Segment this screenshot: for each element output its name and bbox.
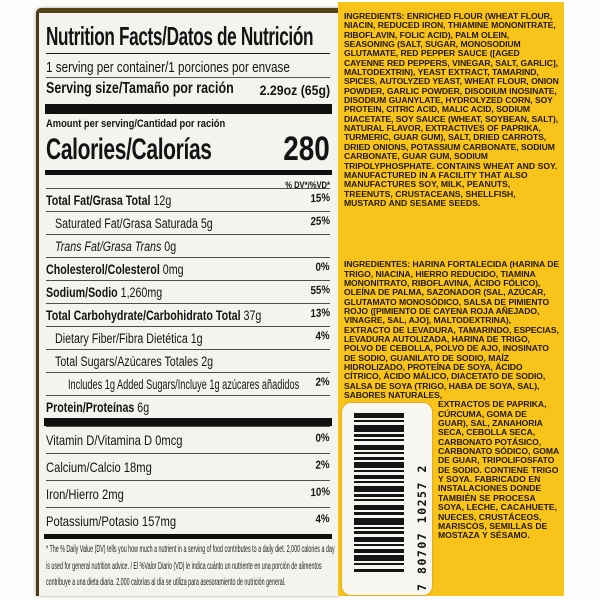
dv-value: 10% xyxy=(310,486,330,500)
ingredients-panel: INGREDIENTS: ENRICHED FLOUR (WHEAT FLOUR… xyxy=(338,2,564,596)
daily-value-footnote: * The % Daily Value (DV) tells you how m… xyxy=(46,544,335,588)
ingredients-english: INGREDIENTS: ENRICHED FLOUR (WHEAT FLOUR… xyxy=(344,11,559,208)
dv-value: 25% xyxy=(310,215,330,229)
vitamin-row-iron: Iron/Hierro 2mg 10% xyxy=(46,480,330,507)
allergen-statement-spanish: CONTIENE TRIGO Y SOYA. FABRICADO EN INST… xyxy=(438,464,559,541)
nutrient-row-total-carbohydrate: Total Carbohydrate/Carbohidrato Total 37… xyxy=(46,303,330,326)
barcode: 7 80707 10257 2 xyxy=(342,403,432,596)
nutrient-row-total-fat: Total Fat/Grasa Total 12g 15% xyxy=(46,188,330,211)
divider xyxy=(46,53,330,54)
calories-label: Calories/Calorías xyxy=(46,133,212,166)
nutrient-row-dietary-fiber: Dietary Fiber/Fibra Dietética 1g 4% xyxy=(46,326,330,349)
serving-size-row: Serving size/Tamaño por ración 2.29oz (6… xyxy=(46,80,330,104)
dv-value: 2% xyxy=(315,376,330,389)
nutrient-row-protein: Protein/Proteínas 6g xyxy=(46,395,330,418)
serving-size-label: Serving size/Tamaño por ración xyxy=(46,80,234,97)
calories-row: Calories/Calorías 280 xyxy=(46,130,330,169)
allergen-statement-english: CONTAINS WHEAT AND SOY. MANUFACTURED IN … xyxy=(344,160,558,208)
dv-value: 4% xyxy=(315,513,330,526)
barcode-digits: 7 80707 10257 2 xyxy=(414,464,429,592)
medium-divider-bar xyxy=(44,534,332,539)
thick-divider-bar xyxy=(45,104,332,114)
nutrition-facts-title: Nutrition Facts/Datos de Nutrición xyxy=(46,21,314,51)
nutrient-row-cholesterol: Cholesterol/Colesterol 0mg 0% xyxy=(46,257,330,280)
dv-value: 0% xyxy=(315,261,330,274)
amount-per-serving-label: Amount per serving/Cantidad por ración xyxy=(46,118,226,130)
barcode-bars xyxy=(354,413,404,585)
serving-size-value: 2.29oz (65g) xyxy=(259,82,330,98)
ingredients-spanish-continued: 7 80707 10257 2 EXTRACTOS DE PAPRIKA, CÚ… xyxy=(342,400,559,596)
nutrient-row-saturated-fat: Saturated Fat/Grasa Saturada 5g 25% xyxy=(46,211,330,234)
nutrient-row-added-sugars: Includes 1g Added Sugars/Incluye 1g azúc… xyxy=(46,372,330,395)
divider xyxy=(46,77,330,78)
thick-divider-bar xyxy=(44,418,332,426)
dv-value: 55% xyxy=(310,284,330,298)
medium-divider-bar xyxy=(45,170,332,175)
daily-value-header: % DV*/%VD* xyxy=(285,180,330,191)
dv-value: 13% xyxy=(310,307,330,321)
nutrition-facts-panel: Nutrition Facts/Datos de Nutrición 1 ser… xyxy=(36,8,338,596)
calories-value: 280 xyxy=(283,130,330,168)
dv-value: 15% xyxy=(310,192,330,206)
dv-value: 2% xyxy=(315,459,330,472)
servings-per-container: 1 serving per container/1 porciones por … xyxy=(46,59,290,76)
vitamin-row-vitamin-d: Vitamin D/Vitamina D 0mcg 0% xyxy=(46,426,330,453)
ingredients-spanish: INGREDIENTES: HARINA FORTALECIDA (HARINA… xyxy=(344,259,559,401)
vitamin-row-potassium: Potassium/Potasio 157mg 4% xyxy=(46,507,330,534)
dv-value: 4% xyxy=(315,330,330,343)
nutrient-row-trans-fat: Trans Fat/Grasa Trans 0g xyxy=(46,234,330,257)
vitamin-row-calcium: Calcium/Calcio 18mg 2% xyxy=(46,453,330,480)
dv-value: 0% xyxy=(315,432,330,445)
nutrient-row-total-sugars: Total Sugars/Azúcares Totales 2g xyxy=(46,349,330,372)
nutrient-row-sodium: Sodium/Sodio 1,260mg 55% xyxy=(46,280,330,303)
